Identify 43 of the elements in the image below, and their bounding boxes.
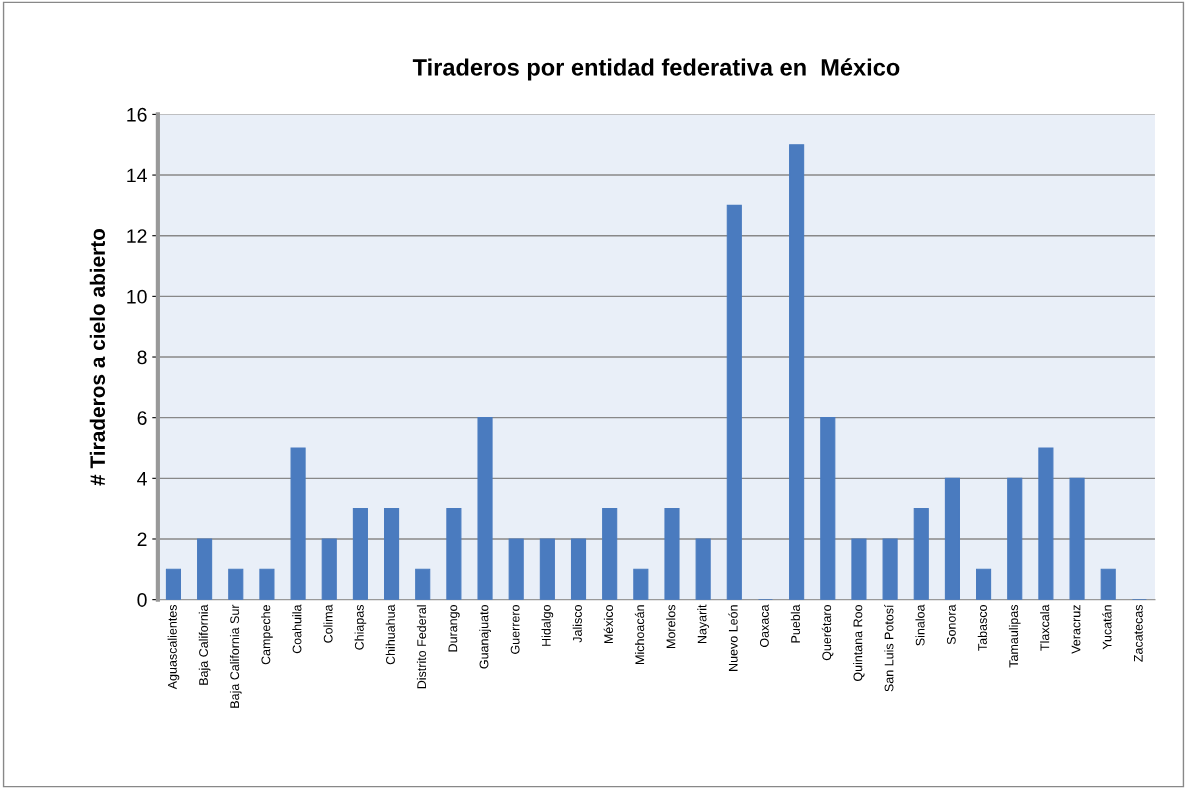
y-tick-label: 16 [127, 107, 147, 122]
x-tick-label: Puebla [790, 604, 800, 643]
x-tick-label: Distrito Federal [416, 605, 427, 689]
y-tick-label: 10 [127, 289, 147, 304]
y-tick-label: 14 [127, 168, 147, 183]
x-tick-label: Tabasco [977, 605, 987, 651]
x-tick-label: Chihuahua [385, 604, 395, 665]
chart-title: Tiraderos por entidad federativa en México [412, 58, 900, 81]
x-tick-label: San Luis Potosí [884, 604, 894, 692]
x-tick-label: Jalisco [572, 605, 582, 643]
y-tick-label: 12 [127, 229, 147, 243]
x-tick-label: Sinaloa [915, 604, 925, 646]
x-tick-label: Durango [448, 605, 460, 652]
x-tick-label: Chiapas [354, 604, 367, 650]
x-tick-label: Michoacán [634, 605, 645, 664]
y-tick-label: 6 [137, 411, 147, 425]
x-tick-label: Oaxaca [759, 604, 769, 647]
y-axis-title: # Tiraderos a cielo abierto [89, 228, 106, 486]
y-tick-label: 4 [137, 472, 147, 486]
x-tick-label: Aguascalientes [167, 604, 180, 690]
x-tick-label: Coahuila [292, 604, 302, 654]
x-tick-label: Guanajuato [479, 605, 491, 669]
x-tick-label: Sonora [946, 604, 956, 645]
x-tick-label: Colima [323, 604, 333, 643]
x-tick-label: Baja California Sur [229, 604, 242, 708]
x-tick-label: Tamaulipas [1008, 604, 1021, 668]
x-tick-label: Zacatecas [1134, 604, 1143, 662]
x-tick-label: México [603, 605, 614, 644]
x-tick-label: Nayarit [697, 604, 709, 644]
x-tick-label: Guerrero [510, 605, 520, 654]
y-tick-label: 2 [137, 532, 147, 547]
x-tick-label: Yucatán [1102, 605, 1112, 650]
x-tick-label: Hidalgo [541, 605, 554, 646]
x-tick-label: Veracruz [1071, 605, 1081, 654]
x-tick-label: Querétaro [821, 605, 834, 661]
x-tick-label: Baja California [198, 604, 211, 685]
x-tick-label: Quintana Roo [853, 605, 865, 682]
x-tick-label: Campeche [261, 605, 273, 665]
x-tick-label: Tlaxcala [1040, 604, 1050, 651]
x-tick-label: Morelos [666, 604, 676, 648]
x-tick-label: Nuevo León [728, 605, 738, 671]
y-tick-label: 8 [137, 350, 147, 365]
y-tick-label: 0 [137, 593, 147, 607]
